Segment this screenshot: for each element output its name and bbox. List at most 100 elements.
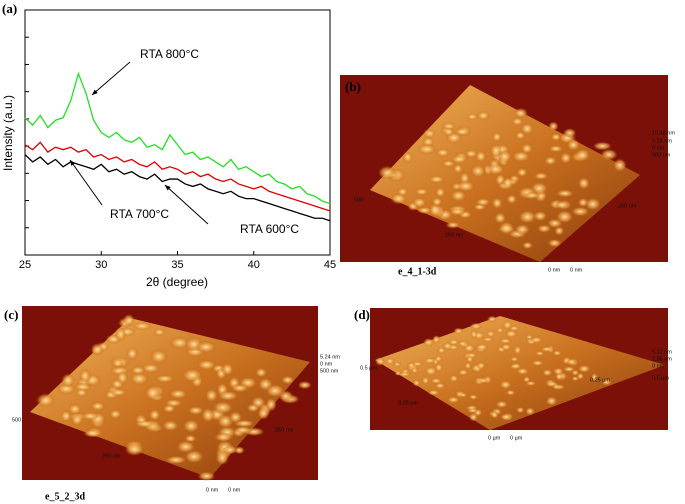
afm-grain	[457, 340, 468, 347]
afm-grain	[525, 407, 535, 416]
afm-grain	[577, 364, 591, 373]
scale-label: 0 nm	[548, 267, 561, 273]
afm-grain	[427, 175, 446, 184]
afm-grain	[498, 338, 513, 344]
afm-grain	[176, 440, 196, 454]
afm-grain	[148, 408, 161, 422]
afm-grain	[529, 336, 544, 344]
scale-label: 500 nm	[652, 152, 671, 158]
afm-grain	[233, 425, 253, 435]
x-tick-label: 45	[324, 259, 336, 271]
scale-label: 0 nm	[228, 487, 241, 493]
afm-grain	[514, 223, 531, 236]
afm-grain	[61, 373, 76, 388]
afm-grain	[554, 201, 570, 209]
afm-grain	[154, 374, 175, 383]
afm-grain	[555, 210, 574, 224]
afm-grain	[110, 378, 125, 390]
afm-grain	[513, 107, 528, 119]
afm-grain	[469, 322, 483, 330]
afm-grain	[162, 404, 177, 413]
afm-grain	[466, 407, 479, 414]
panel-caption: e_5_2_3d	[45, 491, 85, 502]
afm-grain	[453, 163, 464, 174]
scale-label: 500	[12, 417, 21, 423]
scale-label: 0 nm	[320, 361, 333, 367]
x-tick-label: 30	[95, 259, 107, 271]
afm-grain	[129, 371, 150, 386]
afm-grain	[491, 197, 503, 210]
afm-grain	[511, 117, 524, 126]
panel-caption: e_4_1-3d	[398, 266, 437, 277]
afm-grain	[422, 128, 437, 139]
afm-grain	[435, 186, 446, 198]
afm-grain	[545, 380, 559, 388]
panel-label: (c)	[4, 307, 18, 322]
afm-grain	[453, 327, 464, 335]
afm-grain	[563, 128, 577, 138]
afm-grain	[499, 413, 512, 421]
afm-grain	[434, 362, 444, 373]
afm-grain	[463, 362, 472, 370]
afm-grain	[392, 361, 402, 367]
afm-grain	[475, 150, 487, 163]
afm-grain	[396, 187, 409, 197]
afm-grain	[513, 345, 522, 355]
afm-grain	[445, 131, 463, 144]
afm-grain	[470, 329, 478, 339]
afm-grain	[75, 388, 88, 398]
afm-grain	[486, 330, 496, 338]
afm-grain	[500, 343, 512, 351]
afm-grain	[566, 138, 581, 151]
afm-grain	[205, 388, 219, 403]
scale-label: 10.48 nm	[652, 130, 675, 136]
scale-label: 0.25 µm	[398, 400, 418, 406]
afm-grain	[464, 149, 478, 159]
afm-grain	[448, 338, 460, 346]
afm-grain	[378, 165, 397, 180]
afm-grain	[153, 328, 166, 337]
afm-grain	[79, 368, 92, 384]
afm-grain	[516, 167, 528, 178]
afm-grain	[83, 429, 102, 438]
afm-grain	[542, 368, 553, 377]
afm-grain	[421, 376, 430, 385]
afm-grain	[539, 346, 554, 352]
afm-grain	[111, 358, 124, 368]
data-line	[24, 154, 331, 222]
scale-label: 5.12 nm	[652, 349, 672, 355]
afm-grain	[184, 449, 205, 464]
panel-label: (b)	[345, 79, 361, 94]
afm-grain	[228, 411, 243, 424]
annotation-arrow	[164, 184, 209, 225]
afm-grain	[571, 376, 580, 382]
afm-grain	[434, 382, 446, 390]
afm-grain	[468, 394, 478, 400]
afm-grain	[601, 377, 612, 386]
afm-grain	[555, 189, 575, 198]
scale-label: 0.5 µm	[360, 365, 377, 371]
afm-grain	[506, 194, 518, 205]
scale-label: 250 nm	[618, 203, 637, 209]
afm-grain	[522, 376, 531, 383]
afm-grain	[416, 143, 437, 155]
afm-grain	[490, 411, 499, 419]
afm-grain	[246, 403, 260, 413]
scale-label: 0 nm	[652, 145, 665, 151]
afm-grain	[498, 221, 515, 235]
afm-grain	[265, 397, 277, 412]
scale-label: 5.24 nm	[320, 354, 340, 360]
afm-grain	[476, 110, 491, 121]
afm-grain	[385, 357, 395, 365]
scale-label: 500 nm	[320, 368, 339, 374]
afm-grain	[124, 443, 145, 456]
afm-grain	[402, 151, 414, 164]
y-axis-label: Intensity (a.u.)	[1, 95, 15, 171]
afm-grain	[130, 365, 147, 375]
afm-grain	[559, 151, 572, 165]
afm-grain	[435, 148, 451, 158]
afm-grain	[502, 176, 513, 190]
afm-grain	[518, 209, 537, 224]
afm-grain	[449, 374, 459, 383]
